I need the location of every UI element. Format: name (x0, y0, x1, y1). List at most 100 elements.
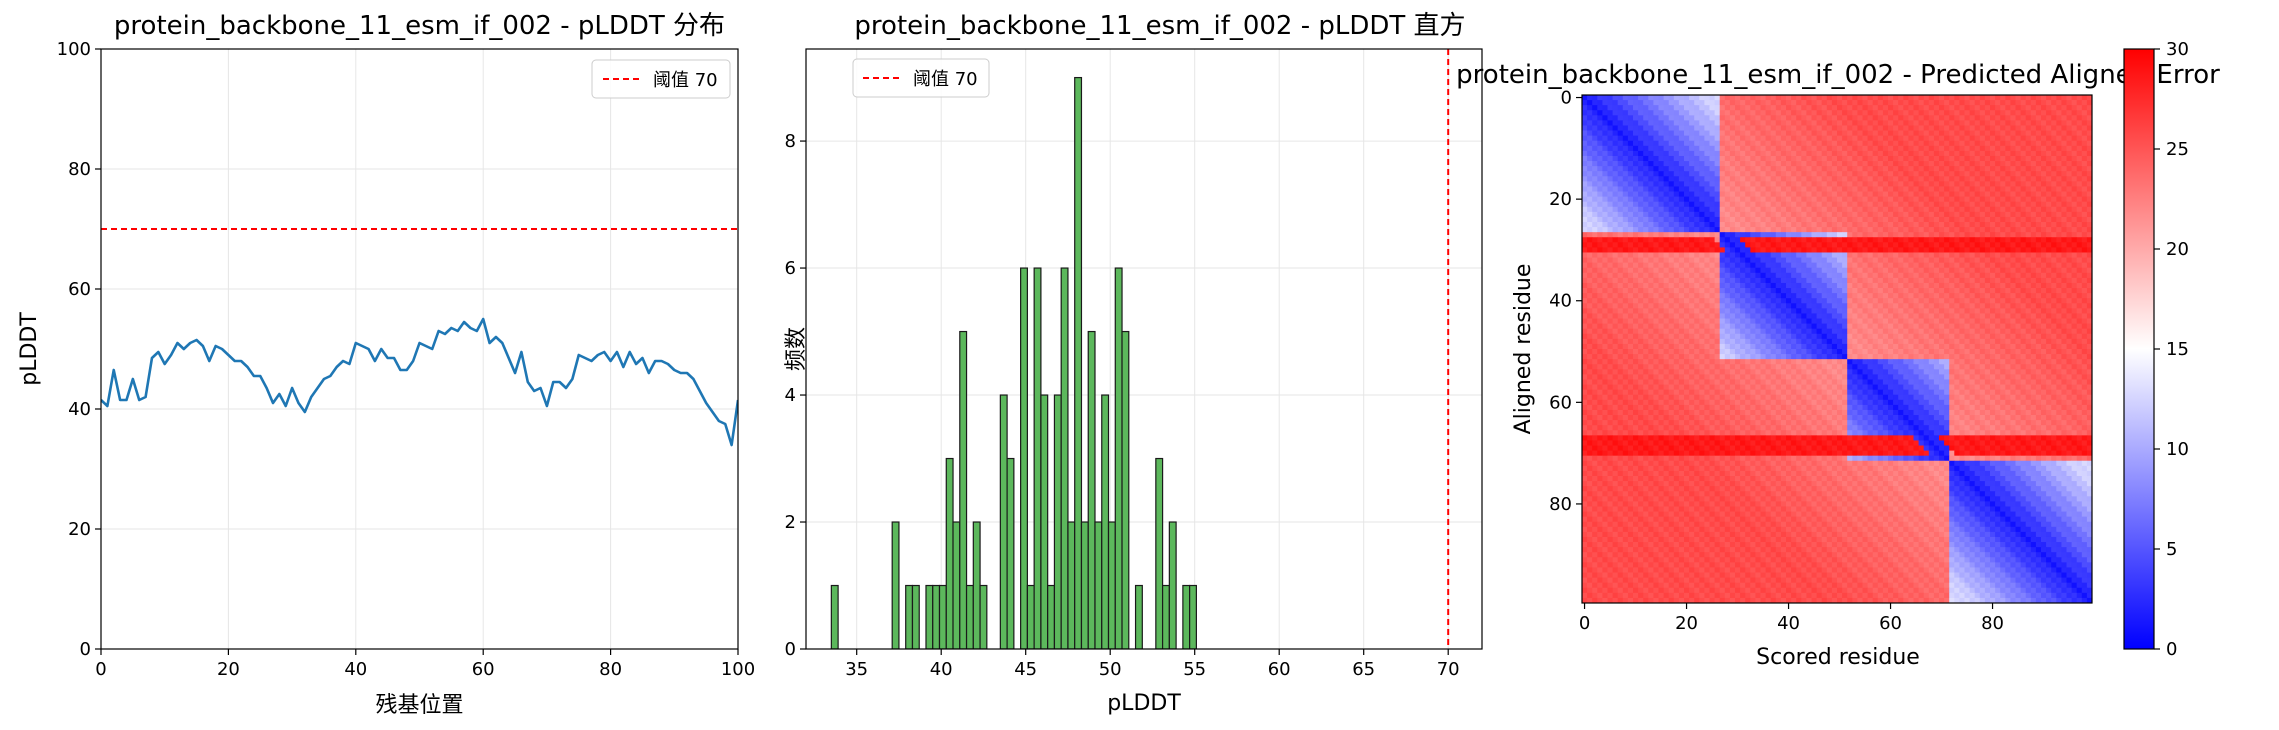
heatmap-cell (1959, 150, 1965, 157)
heatmap-cell (1796, 328, 1802, 335)
heatmap-cell (1969, 323, 1976, 330)
heatmap-cell (1729, 242, 1736, 248)
heatmap-cell (2010, 145, 2016, 152)
heatmap-cell (1918, 267, 1925, 274)
heatmap-cell (1592, 201, 1598, 208)
heatmap-cell (1714, 211, 1721, 218)
heatmap-cell (1648, 186, 1654, 192)
heatmap-cell (1714, 267, 1721, 274)
heatmap-cell (2066, 105, 2072, 111)
heatmap-cell (1729, 257, 1736, 264)
heatmap-cell (1760, 313, 1766, 319)
heatmap-cell (1806, 216, 1812, 223)
heatmap-cell (1908, 181, 1914, 187)
heatmap-cell (1617, 206, 1624, 213)
heatmap-cell (1592, 110, 1598, 116)
heatmap-cell (1678, 328, 1685, 335)
heatmap-cell (2030, 242, 2037, 248)
heatmap-cell (1638, 110, 1644, 116)
heatmap-cell (1678, 267, 1685, 274)
heatmap-cell (1969, 313, 1976, 319)
heatmap-cell (1801, 155, 1807, 162)
heatmap-cell (1709, 140, 1715, 147)
heatmap-cell (1745, 232, 1751, 238)
heatmap-cell (1684, 191, 1690, 197)
heatmap-cell (2071, 222, 2078, 228)
heatmap-cell (1842, 333, 1848, 340)
heatmap-cell (1597, 282, 1603, 289)
heatmap-cell (2010, 155, 2016, 162)
heatmap-cell (1627, 100, 1634, 106)
heatmap-cell (1775, 95, 1782, 101)
heatmap-cell (1729, 277, 1736, 284)
heatmap-cell (1913, 308, 1919, 314)
heatmap-cell (2076, 95, 2083, 101)
heatmap-cell (1811, 105, 1817, 111)
heatmap-cell (2081, 181, 2088, 187)
heatmap-cell (2056, 100, 2062, 106)
heatmap-cell (1755, 150, 1761, 157)
heatmap-cell (1745, 191, 1751, 197)
heatmap-cell (1852, 211, 1858, 218)
heatmap-cell (1995, 211, 2001, 218)
heatmap-cell (1786, 140, 1792, 147)
heatmap-cell (1995, 282, 2001, 289)
plddt-point (246, 366, 249, 368)
heatmap-cell (1949, 252, 1955, 258)
heatmap-cell (2061, 161, 2067, 167)
heatmap-cell (1959, 166, 1965, 172)
heatmap-cell (1984, 196, 1991, 203)
heatmap-cell (2015, 272, 2021, 279)
heatmap-cell (1694, 328, 1700, 335)
heatmap-cell (1949, 206, 1955, 213)
heatmap-cell (1668, 247, 1675, 253)
heatmap-cell (1796, 155, 1802, 162)
heatmap-cell (1903, 166, 1909, 172)
heatmap-cell (1719, 272, 1726, 279)
heatmap-cell (2015, 206, 2021, 213)
heatmap-cell (1852, 115, 1858, 121)
heatmap-cell (1959, 222, 1965, 228)
heatmap-cell (1888, 171, 1894, 177)
heatmap-cell (1643, 237, 1649, 243)
heatmap-cell (1811, 201, 1817, 208)
heatmap-cell (1944, 176, 1950, 182)
heatmap-cell (1847, 100, 1853, 106)
heatmap-cell (1913, 282, 1919, 289)
heatmap-cell (1786, 257, 1792, 264)
heatmap-cell (1821, 115, 1828, 121)
heatmap-cell (1760, 150, 1766, 157)
heatmap-cell (1643, 303, 1649, 309)
heatmap-cell (1898, 100, 1904, 106)
heatmap-cell (1842, 282, 1848, 289)
heatmap-cell (1791, 237, 1797, 243)
heatmap-cell (1760, 206, 1766, 213)
heatmap-cell (1648, 176, 1654, 182)
plddt-point (495, 336, 497, 338)
heatmap-cell (1791, 282, 1797, 289)
heatmap-cell (1658, 130, 1664, 137)
heatmap-cell (1755, 211, 1761, 218)
heatmap-cell (2025, 176, 2032, 182)
heatmap-cell (1607, 318, 1613, 324)
heatmap-cell (1775, 196, 1782, 203)
line-chart-y-label: pLDDT (17, 312, 42, 386)
heatmap-cell (2046, 196, 2052, 203)
heatmap-cell (2025, 257, 2032, 264)
heatmap-cell (1694, 211, 1700, 218)
heatmap-cell (1694, 272, 1700, 279)
heatmap-cell (1949, 257, 1955, 264)
heatmap-cell (1740, 135, 1746, 142)
heatmap-cell (1714, 262, 1721, 269)
heatmap-cell (1755, 171, 1761, 177)
heatmap-cell (1709, 125, 1715, 131)
heatmap-cell (1719, 211, 1726, 218)
heatmap-cell (2056, 216, 2062, 223)
heatmap-cell (1913, 216, 1919, 223)
heatmap-cell (1979, 140, 1986, 147)
heatmap-cell (1633, 186, 1639, 192)
heatmap-cell (1893, 186, 1899, 192)
heatmap-cell (1780, 328, 1787, 335)
heatmap-cell (1689, 155, 1695, 162)
heatmap-cell (1770, 288, 1777, 294)
